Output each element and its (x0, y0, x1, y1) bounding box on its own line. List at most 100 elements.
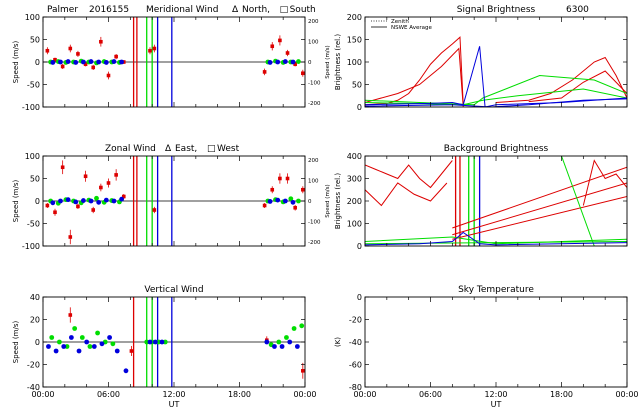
vertical-point-blue (68, 335, 74, 340)
zonal-point-blue (96, 199, 102, 205)
station-name: Palmer (47, 5, 78, 15)
signal-series-red-b (365, 47, 464, 107)
zonal-point-blue (275, 197, 281, 203)
meridional-y2tick-label: 0 (308, 60, 312, 66)
vertical-xtick-label: 18:00 (228, 390, 251, 399)
background-plot-area (365, 156, 627, 246)
zonal-y2-label: Speed (m/s) (325, 184, 331, 217)
meridional-point-red (293, 62, 297, 67)
vertical-point-green (110, 341, 116, 347)
sky-title: Sky Temperature (458, 285, 534, 295)
background-series-green-c (561, 156, 595, 246)
signal-legend-label: Zenith (391, 19, 409, 25)
meridional-point-blue (58, 59, 63, 65)
signal-ytick-label: 50 (352, 81, 362, 90)
vertical-point-green (299, 323, 305, 329)
meridional-point-blue (73, 60, 79, 65)
vertical-point-blue (272, 344, 277, 349)
zonal-point-red (121, 194, 126, 199)
meridional-legend-a-label: North, (242, 5, 270, 15)
zonal-ytick-label: 50 (30, 175, 40, 184)
meridional-point-blue (96, 59, 102, 65)
zonal-point-red (285, 176, 290, 181)
signal-wavelength: 6300 (566, 5, 589, 15)
zonal-point-blue (80, 198, 86, 203)
vertical-xlabel: UT (169, 400, 180, 409)
meridional-point-blue (275, 59, 281, 65)
background-ytick-label: 100 (347, 220, 362, 229)
vertical-ytick-label: 0 (35, 338, 40, 347)
vertical-point-blue (46, 344, 51, 349)
background-frame (364, 155, 628, 247)
zonal-point-red (99, 185, 103, 190)
meridional-legend-b-symbol: □ (280, 5, 289, 15)
vertical-point-green (79, 335, 85, 340)
vertical-point-blue (61, 344, 67, 349)
zonal-point-blue (290, 199, 296, 205)
signal-series-red-d (528, 70, 627, 103)
background-series-red-f (582, 159, 627, 206)
vertical-ytick-label: 40 (30, 293, 40, 302)
vertical-point-green (49, 335, 55, 340)
signal-series-blue-b (365, 98, 627, 107)
meridional-point-blue (282, 59, 288, 64)
vertical-point-green (87, 344, 93, 349)
signal-legend-label: NSWE Average (391, 25, 432, 31)
meridional-point-blue (267, 60, 273, 65)
zonal-point-green (296, 198, 301, 204)
sky-xtick-label: 00:00 (615, 390, 638, 399)
meridional-legend-a-symbol: Δ (232, 5, 239, 15)
zonal-ytick-label: -50 (27, 220, 40, 229)
vertical-point-blue (76, 348, 82, 354)
zonal-y2tick-label: 200 (308, 158, 319, 164)
sky-frame (364, 296, 628, 388)
vertical-point-blue (279, 344, 285, 349)
background-ytick-label: 300 (347, 175, 362, 184)
zonal-point-blue (65, 197, 71, 203)
zonal-point-blue (50, 200, 56, 206)
meridional-y2-label: Speed (m/s) (325, 45, 331, 78)
signal-ylabel: Brightness (rel.) (334, 34, 342, 90)
meridional-point-red (60, 64, 65, 69)
vertical-xtick-label: 00:00 (31, 390, 54, 399)
meridional-point-blue (290, 59, 296, 65)
meridional-ytick-label: 100 (25, 13, 40, 22)
vertical-point-blue (147, 339, 153, 345)
vertical-point-green (284, 335, 289, 340)
meridional-point-blue (111, 59, 117, 64)
meridional-point-blue (88, 59, 94, 64)
sky-xtick-label: 06:00 (419, 390, 442, 399)
zonal-legend-a-symbol: Δ (165, 144, 172, 154)
meridional-plot-area (43, 17, 305, 107)
signal-series-red-a (365, 36, 464, 106)
vertical-ytick-label: 20 (30, 316, 40, 325)
zonal-point-red (91, 208, 96, 212)
meridional-point-blue (80, 59, 86, 65)
signal-ytick-label: 200 (347, 13, 362, 22)
zonal-point-blue (73, 199, 79, 205)
vertical-point-blue (264, 339, 270, 345)
vertical-point-blue (294, 344, 300, 349)
meridional-point-red (301, 71, 305, 76)
vertical-point-green (56, 339, 62, 345)
zonal-point-blue (88, 198, 94, 204)
meridional-point-red (285, 51, 290, 55)
zonal-point-red (60, 165, 65, 170)
zonal-point-red (106, 181, 111, 185)
background-series-red-d (452, 196, 627, 240)
background-series-red-e (452, 166, 627, 229)
vertical-point-blue (99, 341, 105, 347)
sky-ytick-label: -40 (349, 338, 362, 347)
vertical-point-blue (123, 368, 129, 374)
vertical-point-blue (287, 339, 293, 345)
sky-ytick-label: -20 (349, 316, 362, 325)
signal-series-blue-a (365, 46, 627, 107)
zonal-point-red (152, 208, 157, 212)
vertical-point-red (301, 369, 305, 373)
vertical-title: Vertical Wind (144, 285, 203, 295)
sky-ytick-label: -80 (349, 383, 362, 392)
meridional-point-blue (65, 59, 71, 64)
meridional-point-red (91, 65, 96, 70)
zonal-point-blue (267, 199, 273, 204)
